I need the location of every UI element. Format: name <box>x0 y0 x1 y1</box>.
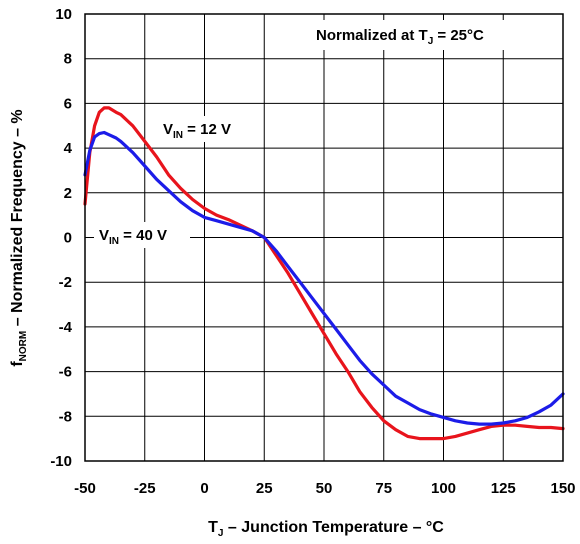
x-tick-label: 0 <box>200 480 208 497</box>
normalization-annotation: Normalized at TJ = 25°C <box>316 27 484 47</box>
x-tick-label: 125 <box>491 480 516 497</box>
y-axis-label: fNORM – Normalized Frequency – % <box>9 109 29 366</box>
x-tick-labels: -50 -25 0 25 50 75 100 125 150 <box>74 480 575 497</box>
series-line-40v <box>83 130 565 426</box>
series-label-40v: VIN = 40 V <box>99 227 167 247</box>
y-tick-label: -4 <box>59 319 73 336</box>
y-tick-labels: 10 8 6 4 2 0 -2 -4 -6 -8 -10 <box>50 6 72 470</box>
series-lines <box>83 106 565 441</box>
plot-frame <box>84 13 564 462</box>
x-axis-label: TJ – Junction Temperature – °C <box>208 519 444 539</box>
y-tick-label: 6 <box>64 95 72 112</box>
y-tick-label: -6 <box>59 364 72 381</box>
x-tick-label: 150 <box>550 480 575 497</box>
x-tick-label: 100 <box>431 480 456 497</box>
label-12v-background <box>158 116 252 142</box>
y-tick-label: -8 <box>59 408 72 425</box>
grid <box>84 13 564 462</box>
y-tick-label: 4 <box>64 140 73 157</box>
x-tick-label: 50 <box>316 480 333 497</box>
y-tick-label: 8 <box>64 51 72 68</box>
y-tick-label: -2 <box>59 274 72 291</box>
label-40v-background <box>94 222 190 248</box>
x-tick-label: 75 <box>375 480 392 497</box>
y-tick-label: 0 <box>64 230 72 247</box>
x-tick-label: -25 <box>134 480 156 497</box>
y-tick-label: -10 <box>50 453 72 470</box>
x-tick-label: 25 <box>256 480 273 497</box>
annotation-background <box>306 20 552 50</box>
series-label-12v: VIN = 12 V <box>163 121 231 141</box>
x-tick-label: -50 <box>74 480 96 497</box>
series-line-12v <box>83 106 565 441</box>
y-tick-label: 10 <box>55 6 72 23</box>
y-tick-label: 2 <box>64 185 72 202</box>
